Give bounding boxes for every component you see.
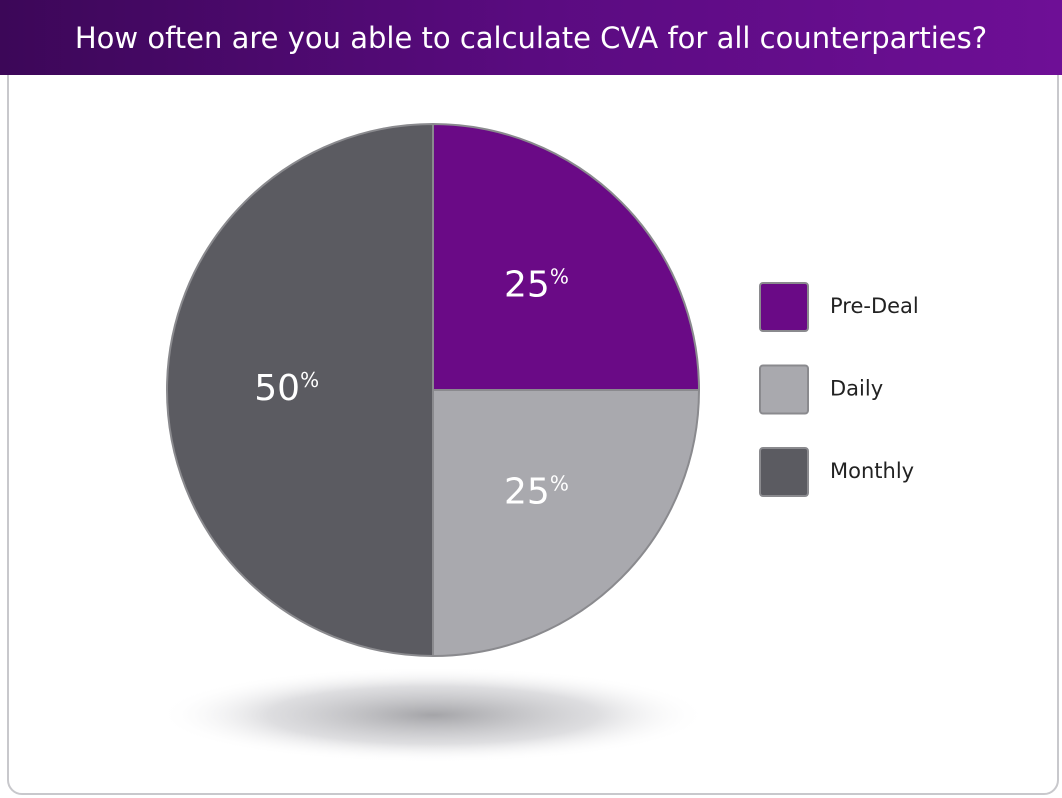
pie-slice — [432, 122, 701, 391]
pie-slice — [166, 122, 434, 658]
legend-swatch — [759, 282, 809, 332]
pie: 25% 25% 50% — [166, 122, 701, 658]
pie-shadow — [158, 667, 708, 763]
slice-label: 25% — [504, 471, 569, 513]
pie-slice — [432, 389, 701, 658]
legend-label: Monthly — [830, 459, 914, 483]
legend-swatch — [759, 447, 809, 497]
legend-swatch — [759, 364, 809, 415]
slice-label: 25% — [504, 264, 569, 306]
legend-label: Daily — [830, 377, 883, 401]
chart-title: How often are you able to calculate CVA … — [75, 21, 987, 55]
header — [0, 0, 1062, 75]
legend: Pre-Deal Daily Monthly — [759, 282, 919, 497]
slice-label: 50% — [254, 368, 319, 410]
legend-label: Pre-Deal — [830, 294, 919, 318]
